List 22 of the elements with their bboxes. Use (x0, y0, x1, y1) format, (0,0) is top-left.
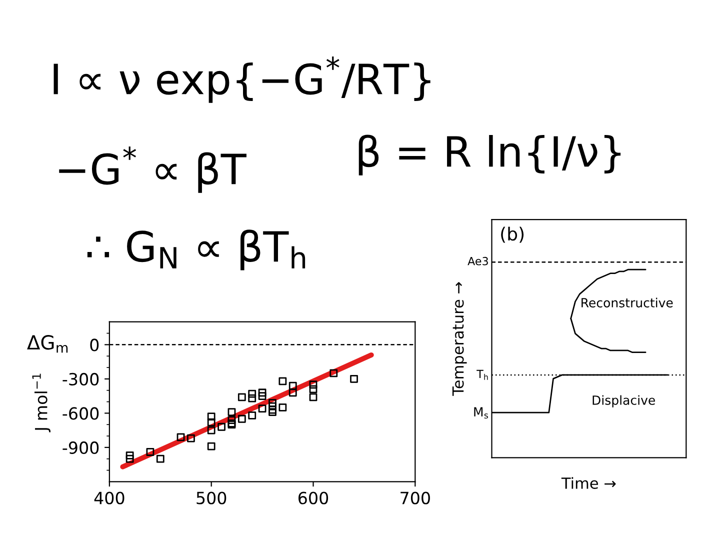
y-axis-title: Temperature → (452, 282, 467, 396)
text: ΔG$_{m}$ (27, 335, 68, 353)
text: −G$^{*}$ ∝ βT (59, 146, 246, 193)
x-tick-label: 700 (400, 492, 430, 504)
y-tick-label: -300 (62, 372, 99, 386)
text: I ∝ ν exp{−G$^{*}$/RT} (54, 56, 430, 103)
text: M$_{s}$ (474, 407, 488, 419)
x-axis-title: Time → (561, 477, 616, 489)
x-tick-label: 500 (196, 492, 226, 504)
series-label: Reconstructive (582, 298, 673, 308)
x-tick-label: 600 (298, 492, 328, 504)
chart-title: (b) (501, 226, 524, 243)
text: β = R ln{I/ν} (358, 134, 621, 176)
x-tick-label: 400 (94, 492, 124, 504)
y-axis-title: J mol$^{−1}$ (32, 374, 51, 432)
ref-line-label: Ae3 (468, 256, 488, 266)
y-tick-label: 0 (90, 338, 99, 352)
y-tick-label: -600 (62, 407, 99, 420)
ref-line-label: T$_{h}$ (476, 370, 488, 380)
series-label: Displacive (592, 395, 655, 408)
y-tick-label: -900 (62, 441, 99, 454)
text: ∴ G$_{N}$ ∝ βT$_{h}$ (87, 230, 306, 270)
